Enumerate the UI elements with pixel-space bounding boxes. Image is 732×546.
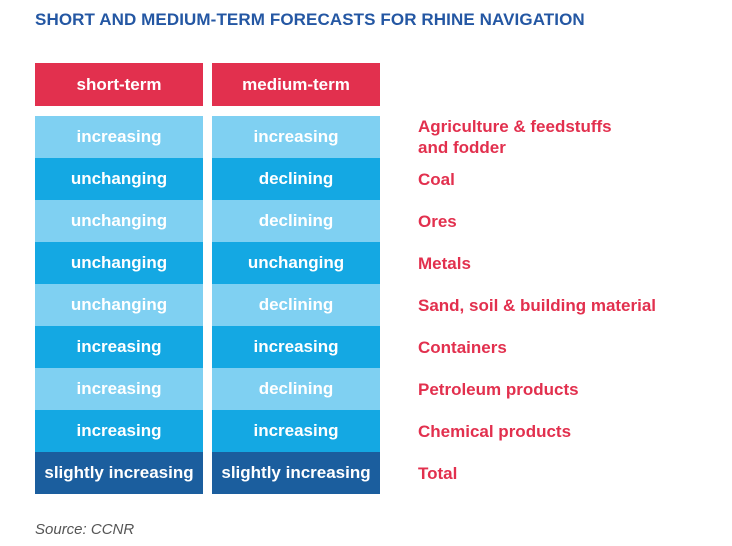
table-row: unchanging declining Ores — [0, 200, 732, 242]
medium-term-cell: declining — [212, 368, 380, 410]
table-row: increasing increasing Containers — [0, 326, 732, 368]
short-term-cell: increasing — [35, 326, 203, 368]
column-header-medium-term: medium-term — [212, 63, 380, 106]
short-term-cell: increasing — [35, 116, 203, 158]
medium-term-cell: unchanging — [212, 242, 380, 284]
category-label: Coal — [418, 169, 455, 189]
medium-term-cell: declining — [212, 200, 380, 242]
category-label: Agriculture & feedstuffs and fodder — [418, 117, 612, 157]
category-label: Containers — [418, 337, 507, 357]
short-term-cell: unchanging — [35, 242, 203, 284]
short-term-cell: increasing — [35, 368, 203, 410]
short-term-cell: unchanging — [35, 200, 203, 242]
table-row: slightly increasing slightly increasing To… — [0, 452, 732, 494]
table-row: unchanging declining Coal — [0, 158, 732, 200]
table-row: unchanging unchanging Metals — [0, 242, 732, 284]
medium-term-cell: increasing — [212, 116, 380, 158]
category-label: Ores — [418, 211, 457, 231]
category-label: Petroleum products — [418, 379, 579, 399]
category-label: Chemical products — [418, 421, 572, 441]
table-row: increasing declining Petroleum products — [0, 368, 732, 410]
category-label: Sand, soil & building material — [418, 295, 657, 315]
medium-term-cell: increasing — [212, 326, 380, 368]
short-term-cell: unchanging — [35, 284, 203, 326]
medium-term-cell: slightly increasing — [212, 452, 380, 494]
chart-title: SHORT AND MEDIUM-TERM FORECASTS FOR RHIN… — [35, 10, 585, 29]
table-row: increasing increasing Chemical products — [0, 410, 732, 452]
category-label: Total — [418, 463, 458, 483]
short-term-cell: increasing — [35, 410, 203, 452]
short-term-cell: unchanging — [35, 158, 203, 200]
medium-term-cell: declining — [212, 158, 380, 200]
table-row: unchanging declining Sand, soil & building… — [0, 284, 732, 326]
table-row: increasing increasing Agriculture & feedst… — [0, 116, 732, 158]
short-term-cell: slightly increasing — [35, 452, 203, 494]
source-note: Source: CCNR — [35, 521, 135, 538]
column-header-short-term: short-term — [35, 63, 203, 106]
medium-term-cell: declining — [212, 284, 380, 326]
forecast-table: increasing increasing Agriculture & feedst… — [0, 116, 732, 494]
medium-term-cell: increasing — [212, 410, 380, 452]
category-label: Metals — [418, 253, 471, 273]
